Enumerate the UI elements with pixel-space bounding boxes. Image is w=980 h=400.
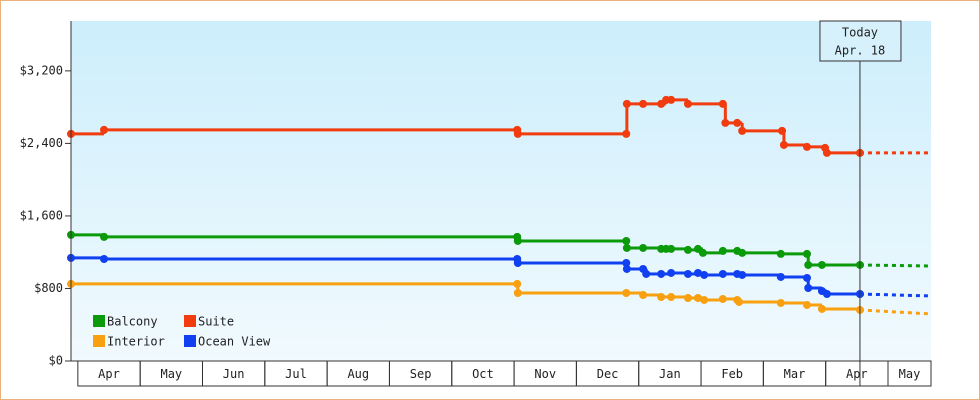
forecast-line — [859, 308, 932, 316]
legend-swatch — [93, 335, 105, 347]
price-point — [639, 243, 648, 252]
y-tick-label: $3,200 — [20, 63, 63, 77]
price-point — [738, 270, 747, 279]
price-point — [683, 245, 692, 254]
legend-label: Balcony — [107, 315, 158, 329]
price-point — [683, 293, 692, 302]
x-tick-label: Mar — [784, 367, 806, 381]
price-point — [738, 248, 747, 257]
y-tick-label: $2,400 — [20, 136, 63, 150]
x-tick-label: Oct — [472, 367, 494, 381]
today-date: Apr. 18 — [835, 44, 886, 58]
price-point — [513, 129, 522, 138]
price-point — [817, 260, 826, 269]
price-point — [822, 148, 831, 157]
x-tick-label: Apr — [98, 367, 120, 381]
today-box — [819, 20, 902, 62]
price-point — [733, 118, 742, 127]
price-point — [513, 236, 522, 245]
x-tick-label: Feb — [721, 367, 743, 381]
price-point — [513, 279, 522, 288]
price-point — [802, 273, 811, 282]
legend-label: Ocean View — [198, 335, 271, 349]
price-point — [642, 269, 651, 278]
forecast-line — [859, 292, 932, 298]
x-tick-label: Aug — [347, 367, 369, 381]
price-point — [802, 249, 811, 258]
price-point — [667, 292, 676, 301]
price-point — [822, 289, 831, 298]
legend-swatch — [184, 335, 196, 347]
price-point — [778, 126, 787, 135]
price-point — [718, 99, 727, 108]
price-point — [667, 95, 676, 104]
price-point — [735, 297, 744, 306]
plot-background — [71, 21, 931, 361]
x-month-box — [887, 360, 932, 387]
price-point — [683, 99, 692, 108]
price-point — [776, 272, 785, 281]
price-point — [622, 264, 631, 273]
y-tick-label: $0 — [49, 354, 63, 368]
legend-label: Interior — [107, 335, 165, 349]
price-point — [693, 268, 702, 277]
price-point — [639, 290, 648, 299]
today-label: Today — [842, 26, 878, 40]
price-point — [700, 295, 709, 304]
price-point — [693, 293, 702, 302]
x-tick-label: Nov — [534, 367, 556, 381]
y-tick-label: $800 — [34, 281, 63, 295]
price-point — [622, 243, 631, 252]
price-point — [804, 260, 813, 269]
price-point — [657, 292, 666, 301]
price-point — [700, 270, 709, 279]
x-tick-label: Apr — [846, 367, 868, 381]
x-tick-label: May — [160, 367, 182, 381]
x-tick-label: May — [899, 367, 921, 381]
price-point — [698, 248, 707, 257]
price-point — [513, 258, 522, 267]
price-point — [738, 126, 747, 135]
price-point — [100, 125, 109, 134]
price-point — [622, 258, 631, 267]
x-tick-label: Jan — [659, 367, 681, 381]
price-point — [639, 99, 648, 108]
price-point — [718, 246, 727, 255]
price-point — [622, 236, 631, 245]
x-tick-label: Jul — [285, 367, 307, 381]
price-point — [622, 289, 631, 297]
price-point — [667, 244, 676, 253]
price-point — [804, 284, 813, 293]
legend-label: Suite — [198, 315, 234, 329]
x-tick-label: Jun — [223, 367, 245, 381]
price-point — [622, 129, 631, 138]
forecast-line — [859, 263, 932, 268]
price-point — [100, 232, 109, 241]
price-point — [779, 140, 788, 149]
price-point — [817, 304, 826, 313]
price-point — [683, 269, 692, 278]
x-tick-label: Dec — [597, 367, 619, 381]
price-point — [667, 268, 676, 277]
y-tick-label: $1,600 — [20, 208, 63, 222]
legend-swatch — [93, 315, 105, 327]
price-point — [776, 249, 785, 258]
price-point — [721, 118, 730, 127]
price-point — [100, 255, 109, 263]
x-tick-label: Sep — [410, 367, 432, 381]
price-point — [718, 269, 727, 278]
price-point — [776, 298, 785, 307]
price-point — [802, 142, 811, 151]
price-point — [513, 289, 522, 297]
price-point — [718, 294, 727, 303]
price-point — [622, 99, 631, 108]
price-point — [802, 300, 811, 309]
price-point — [657, 269, 666, 278]
legend-swatch — [184, 315, 196, 327]
